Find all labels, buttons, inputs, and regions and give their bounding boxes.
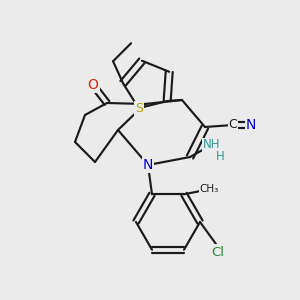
Text: Cl: Cl bbox=[212, 245, 224, 259]
Text: N: N bbox=[143, 158, 153, 172]
Text: S: S bbox=[135, 102, 142, 115]
Text: CH₃: CH₃ bbox=[200, 184, 219, 194]
Text: C: C bbox=[229, 118, 237, 131]
Text: O: O bbox=[88, 78, 98, 92]
Text: N: N bbox=[246, 118, 256, 132]
Text: H: H bbox=[216, 151, 224, 164]
Text: NH: NH bbox=[203, 139, 221, 152]
